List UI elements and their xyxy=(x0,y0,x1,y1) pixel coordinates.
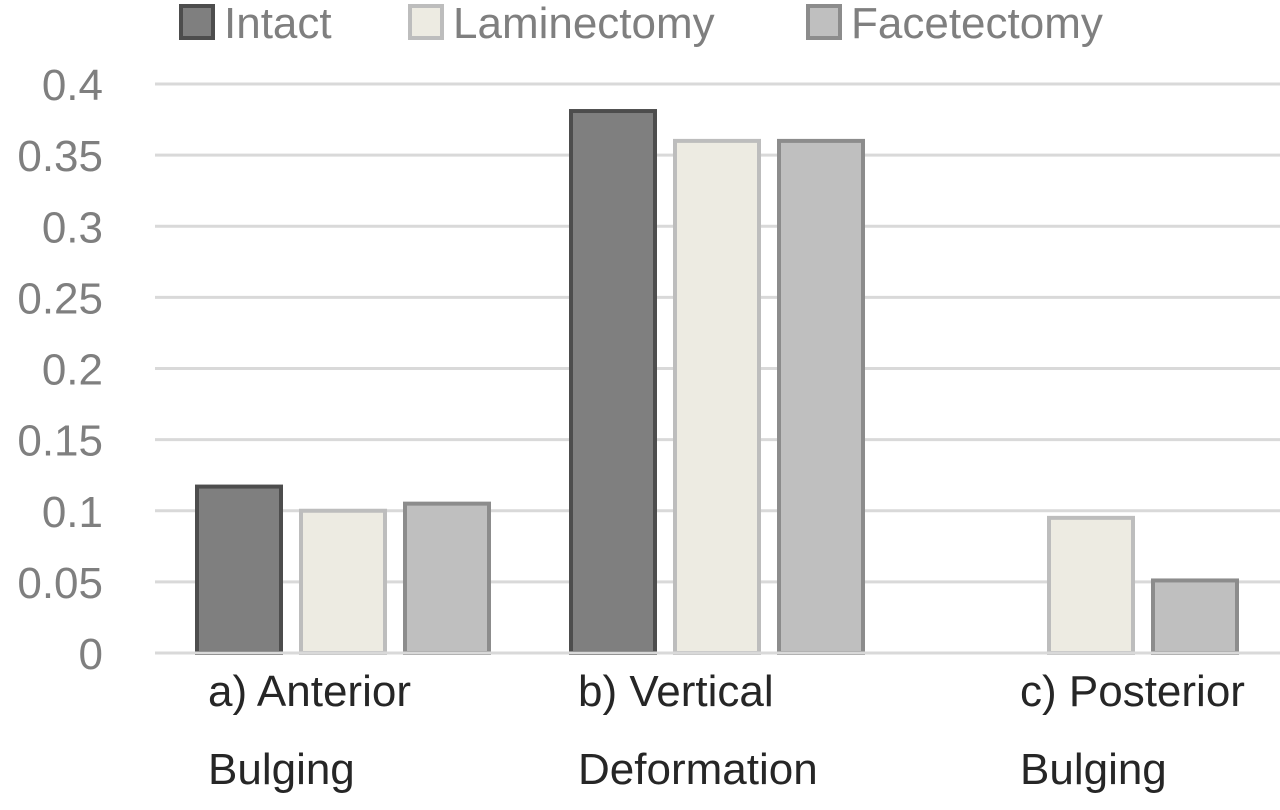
legend-item-laminectomy: Laminectomy xyxy=(408,0,715,48)
x-category-label: Bulging xyxy=(208,745,355,794)
y-tick-label: 0.2 xyxy=(42,346,103,395)
bar-facetectomy-3 xyxy=(1151,578,1239,656)
x-category-label: a) Anterior xyxy=(208,667,411,716)
legend-label: Facetectomy xyxy=(851,0,1103,48)
legend-swatch xyxy=(408,4,444,40)
y-tick-label: 0.25 xyxy=(17,274,103,323)
bar-laminectomy-1 xyxy=(299,508,387,655)
y-tick-label: 0 xyxy=(79,630,103,679)
x-category-label: c) Posterior xyxy=(1020,667,1245,716)
legend-item-facetectomy: Facetectomy xyxy=(806,0,1103,48)
bar-laminectomy-3 xyxy=(1047,515,1135,655)
bar-laminectomy-2 xyxy=(673,138,761,655)
x-category-label: Bulging xyxy=(1020,745,1167,794)
bar-facetectomy-2 xyxy=(777,138,865,655)
y-tick-label: 0.05 xyxy=(17,559,103,608)
x-category-label: b) Vertical xyxy=(578,667,774,716)
y-tick-label: 0.15 xyxy=(17,417,103,466)
y-tick-label: 0.4 xyxy=(42,61,103,110)
x-category-label: Deformation xyxy=(578,745,818,794)
legend-label: Laminectomy xyxy=(453,0,715,48)
bar-intact-2 xyxy=(569,109,657,655)
y-tick-label: 0.35 xyxy=(17,132,103,181)
bars xyxy=(195,109,1239,656)
legend: Intact Laminectomy Facetectomy xyxy=(179,0,1103,48)
y-tick-label: 0.3 xyxy=(42,203,103,252)
legend-label: Intact xyxy=(224,0,332,48)
bar-intact-1 xyxy=(195,484,283,655)
bar-facetectomy-1 xyxy=(403,501,491,656)
legend-swatch xyxy=(806,4,842,40)
y-axis-tick-labels: 0 0.05 0.1 0.15 0.2 0.25 0.3 0.35 0.4 xyxy=(17,61,103,679)
legend-swatch xyxy=(179,4,215,40)
x-axis-category-labels: a) Anterior Bulging b) Vertical Deformation… xyxy=(208,667,1245,794)
y-tick-label: 0.1 xyxy=(42,488,103,537)
legend-item-intact: Intact xyxy=(179,0,332,48)
